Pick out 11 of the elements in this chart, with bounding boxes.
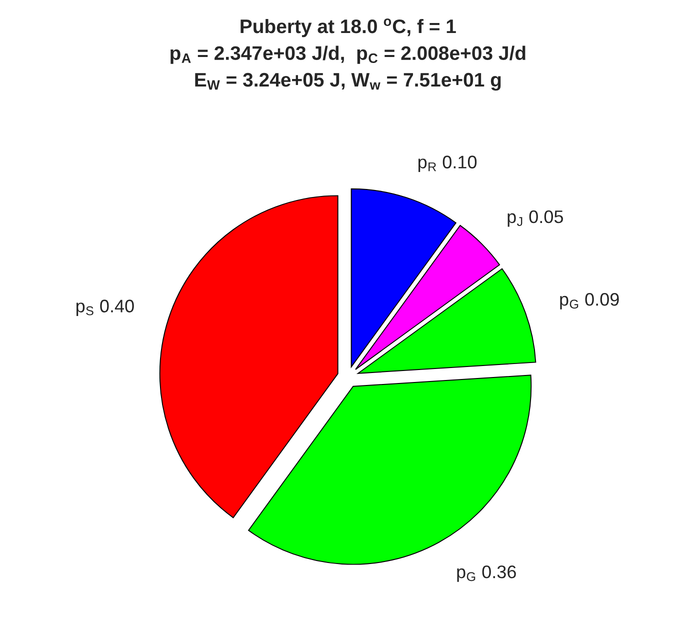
data-label: 0.09 [585,293,619,306]
chart-title: Puberty at 18.0 $^{o}$C, f = 1 p$_{A}$ = 2.347e+03 J/d, p$_{C}$ = 2.008e+03 J/d E$_{W}$ = 3.24e+05 J, W$_{w}$ = 7.51e+01 g [170,18,526,91]
data-label: 0.40 [100,300,134,312]
slice-label: p$_{S}$ [76,302,94,316]
slice-label: p$_{G}$ [457,568,476,582]
slice-label: p$_{J}$ [508,213,522,227]
slice-label: p$_{G}$ [560,296,578,310]
data-label: 0.05 [529,210,563,224]
slice-label: p$_{R}$ [418,158,436,172]
data-label: 0.36 [482,565,516,578]
data-label: 0.10 [442,156,477,168]
